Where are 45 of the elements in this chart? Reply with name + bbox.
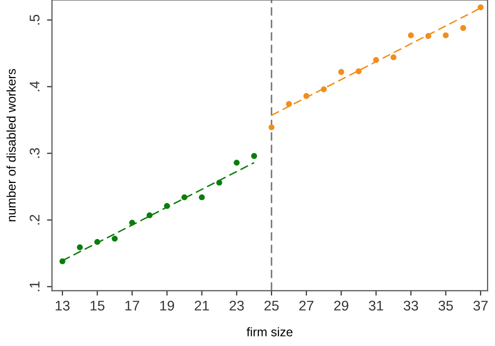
point bbox=[425, 33, 432, 39]
point bbox=[59, 258, 66, 264]
point bbox=[303, 93, 310, 99]
x-tick-label: 23 bbox=[230, 300, 244, 311]
y-tick-label: .5 bbox=[30, 14, 40, 25]
x-axis-title: firm size bbox=[246, 327, 292, 336]
y-tick-label: .1 bbox=[30, 282, 40, 292]
point bbox=[234, 160, 240, 166]
point bbox=[112, 236, 118, 242]
point bbox=[478, 4, 484, 10]
x-tick-label: 15 bbox=[90, 300, 104, 311]
x-tick-label: 29 bbox=[334, 300, 348, 311]
x-tick-label: 27 bbox=[299, 300, 314, 310]
point bbox=[198, 194, 205, 200]
x-tick-label: 35 bbox=[438, 300, 453, 311]
point bbox=[76, 244, 83, 250]
y-tick-label: .2 bbox=[30, 214, 40, 225]
point bbox=[390, 54, 396, 60]
x-tick-label: 31 bbox=[368, 300, 384, 311]
point bbox=[286, 101, 292, 107]
point bbox=[129, 220, 136, 226]
x-tick-label: 37 bbox=[473, 300, 488, 311]
x-tick-label: 25 bbox=[264, 300, 279, 311]
point bbox=[94, 239, 100, 245]
x-tick-label: 21 bbox=[194, 300, 209, 310]
x-tick-label: 33 bbox=[404, 300, 418, 311]
point bbox=[338, 69, 344, 75]
point bbox=[181, 194, 188, 200]
y-tick-label: .4 bbox=[30, 81, 40, 92]
point bbox=[164, 203, 170, 209]
point bbox=[251, 153, 258, 159]
y-tick-label: .3 bbox=[30, 148, 40, 158]
point bbox=[320, 86, 327, 92]
x-tick-label: 19 bbox=[160, 300, 174, 311]
point bbox=[146, 212, 152, 218]
x-tick-label: 13 bbox=[56, 300, 70, 311]
point bbox=[356, 68, 362, 74]
point bbox=[216, 180, 222, 186]
point bbox=[442, 32, 449, 38]
x-tick-label: 17 bbox=[125, 300, 140, 310]
y-axis-title: number of disabled workers bbox=[6, 68, 16, 222]
point bbox=[268, 124, 274, 130]
point bbox=[460, 25, 466, 31]
point bbox=[373, 57, 380, 63]
point bbox=[408, 32, 414, 38]
